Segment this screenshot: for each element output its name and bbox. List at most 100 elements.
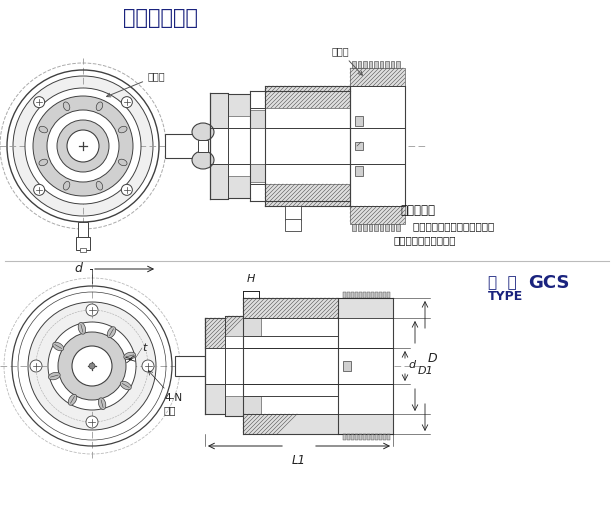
Text: GCS: GCS	[528, 274, 570, 292]
Bar	[285, 206, 301, 220]
Ellipse shape	[53, 342, 64, 351]
Bar	[250, 164, 265, 182]
Text: 撇来保证内外环间隙。: 撇来保证内外环间隙。	[393, 235, 456, 245]
Bar	[343, 361, 351, 371]
Ellipse shape	[39, 126, 48, 133]
Text: 从动侧: 从动侧	[107, 71, 166, 97]
Bar	[359, 434, 362, 440]
Bar	[383, 292, 386, 298]
Bar	[374, 61, 378, 68]
Bar	[371, 292, 373, 298]
Bar	[78, 222, 88, 238]
Bar	[347, 292, 349, 298]
Text: 安装参考范例: 安装参考范例	[123, 8, 198, 28]
Bar	[350, 206, 405, 224]
Bar	[250, 110, 265, 128]
Bar	[379, 292, 381, 298]
Bar	[338, 414, 393, 434]
Bar	[374, 224, 378, 231]
Bar	[368, 61, 372, 68]
Text: 4-N: 4-N	[149, 370, 182, 403]
Bar	[357, 61, 361, 68]
Ellipse shape	[98, 398, 106, 410]
Ellipse shape	[78, 322, 85, 334]
Bar	[350, 68, 405, 86]
Circle shape	[28, 302, 156, 430]
Bar	[198, 140, 208, 152]
Bar	[387, 292, 389, 298]
Bar	[205, 384, 225, 414]
Circle shape	[67, 130, 99, 162]
Bar	[228, 176, 250, 198]
Circle shape	[47, 110, 119, 182]
Bar	[379, 61, 383, 68]
Ellipse shape	[68, 394, 77, 405]
Ellipse shape	[63, 181, 70, 190]
Bar	[343, 434, 346, 440]
Bar	[359, 292, 362, 298]
Bar	[367, 434, 370, 440]
Bar	[210, 164, 228, 199]
Bar	[80, 248, 86, 252]
Text: D1: D1	[418, 366, 433, 376]
Bar	[367, 292, 370, 298]
Bar	[357, 224, 361, 231]
Text: D: D	[428, 352, 438, 365]
Bar	[363, 224, 367, 231]
Bar	[375, 434, 378, 440]
Bar	[379, 434, 381, 440]
Bar	[355, 116, 363, 126]
Bar	[265, 86, 350, 108]
Bar	[371, 434, 373, 440]
Bar	[210, 93, 228, 128]
Bar	[243, 414, 338, 434]
Bar	[352, 61, 356, 68]
Bar	[396, 224, 400, 231]
Circle shape	[86, 304, 98, 316]
Circle shape	[13, 76, 153, 216]
Bar	[205, 348, 393, 384]
Text: 型  号: 型 号	[488, 276, 517, 291]
Bar	[343, 292, 346, 298]
Ellipse shape	[192, 123, 214, 141]
Bar	[265, 128, 405, 164]
Bar	[228, 94, 250, 116]
Text: L1: L1	[292, 454, 306, 467]
Bar	[347, 434, 349, 440]
Bar	[76, 237, 90, 250]
Ellipse shape	[192, 151, 214, 169]
Text: t: t	[142, 343, 146, 353]
Bar	[210, 128, 265, 164]
Bar	[165, 134, 210, 158]
Bar	[385, 224, 389, 231]
Bar	[355, 166, 363, 176]
Bar	[355, 434, 357, 440]
Ellipse shape	[124, 352, 136, 359]
Circle shape	[48, 322, 136, 410]
Ellipse shape	[96, 102, 103, 110]
Text: d: d	[408, 360, 415, 370]
Circle shape	[89, 363, 95, 369]
Circle shape	[25, 88, 141, 204]
Circle shape	[86, 416, 98, 428]
Ellipse shape	[49, 373, 60, 380]
Circle shape	[72, 346, 112, 386]
Bar	[391, 224, 394, 231]
Bar	[205, 318, 225, 348]
Text: 均布: 均布	[164, 405, 176, 415]
Ellipse shape	[96, 181, 103, 190]
Ellipse shape	[119, 159, 127, 166]
Bar	[352, 224, 356, 231]
Bar	[351, 292, 354, 298]
Ellipse shape	[39, 159, 48, 166]
Bar	[243, 336, 338, 396]
Bar	[355, 142, 363, 150]
Bar	[351, 434, 354, 440]
Bar	[396, 61, 400, 68]
Text: H: H	[247, 274, 255, 284]
Ellipse shape	[107, 327, 116, 338]
Bar	[265, 184, 350, 206]
Bar	[391, 61, 394, 68]
Circle shape	[33, 96, 133, 196]
Bar	[379, 224, 383, 231]
